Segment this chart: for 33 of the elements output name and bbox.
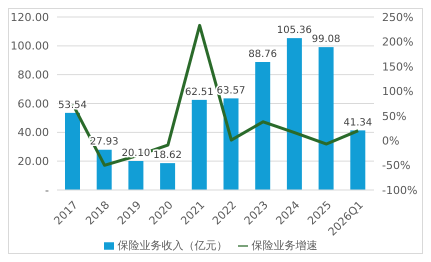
y2-tick-label: 100%: [382, 85, 414, 98]
y-tick-label: 60.00: [18, 97, 49, 110]
bar: [318, 47, 334, 190]
bar: [350, 130, 366, 190]
bar: [65, 112, 80, 190]
bar: [128, 161, 144, 190]
bar: [224, 98, 238, 190]
legend-label: 保险业务收入（亿元）: [118, 239, 228, 252]
y2-tick-label: 0%: [382, 134, 400, 148]
y2-tick-label: -50%: [382, 159, 410, 172]
y-tick-label: 20.00: [18, 155, 49, 168]
y2-tick-label: 150%: [382, 60, 414, 74]
legend-label: 保险业务增速: [252, 239, 318, 252]
bar: [286, 38, 302, 190]
y-tick-label: 80.00: [18, 68, 49, 82]
data-label: 105.36: [276, 25, 312, 36]
bar: [192, 100, 207, 190]
y-tick-label: 120.00: [10, 10, 49, 24]
data-label: 53.54: [58, 100, 87, 111]
y2-tick-label: 250%: [382, 10, 414, 24]
y2-tick-label: 50%: [382, 110, 406, 123]
bar: [160, 163, 176, 190]
y-tick-label: 40.00: [18, 126, 49, 140]
y-tick-label: -: [45, 184, 50, 197]
data-label: 41.34: [343, 117, 372, 128]
y2-tick-label: 200%: [382, 36, 414, 49]
data-label: 62.51: [184, 86, 214, 98]
data-label: 99.08: [312, 34, 340, 46]
data-label: 88.76: [248, 49, 278, 60]
data-label: 18.62: [153, 150, 182, 162]
y-tick-label: 100.00: [10, 40, 49, 53]
y2-tick-label: -100%: [382, 184, 418, 197]
bar: [255, 62, 270, 190]
